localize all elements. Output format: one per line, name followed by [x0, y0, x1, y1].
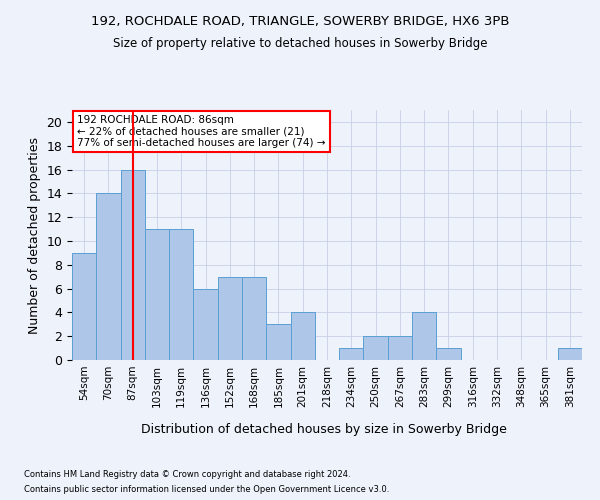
Bar [145, 229, 169, 360]
Text: Contains HM Land Registry data © Crown copyright and database right 2024.: Contains HM Land Registry data © Crown c… [24, 470, 350, 479]
Bar [290, 312, 315, 360]
Bar [436, 348, 461, 360]
Bar [121, 170, 145, 360]
Bar [169, 229, 193, 360]
Text: Distribution of detached houses by size in Sowerby Bridge: Distribution of detached houses by size … [141, 422, 507, 436]
Bar [266, 324, 290, 360]
Bar [364, 336, 388, 360]
Text: Contains public sector information licensed under the Open Government Licence v3: Contains public sector information licen… [24, 485, 389, 494]
Bar [218, 276, 242, 360]
Bar [339, 348, 364, 360]
Bar [412, 312, 436, 360]
Bar [242, 276, 266, 360]
Text: 192, ROCHDALE ROAD, TRIANGLE, SOWERBY BRIDGE, HX6 3PB: 192, ROCHDALE ROAD, TRIANGLE, SOWERBY BR… [91, 15, 509, 28]
Bar [388, 336, 412, 360]
Bar [72, 253, 96, 360]
Text: Size of property relative to detached houses in Sowerby Bridge: Size of property relative to detached ho… [113, 38, 487, 51]
Bar [193, 288, 218, 360]
Bar [558, 348, 582, 360]
Y-axis label: Number of detached properties: Number of detached properties [28, 136, 41, 334]
Bar [96, 194, 121, 360]
Text: 192 ROCHDALE ROAD: 86sqm
← 22% of detached houses are smaller (21)
77% of semi-d: 192 ROCHDALE ROAD: 86sqm ← 22% of detach… [77, 115, 326, 148]
